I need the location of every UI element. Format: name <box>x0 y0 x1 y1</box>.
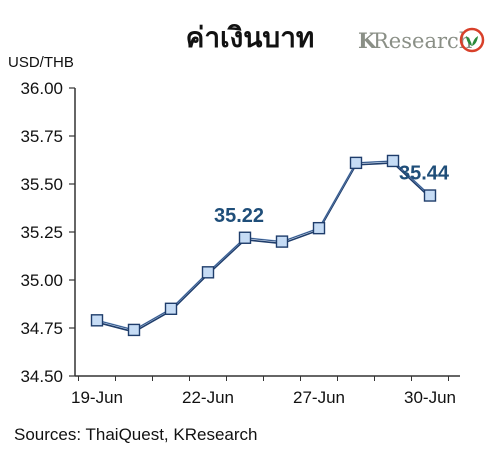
data-point <box>349 156 363 170</box>
data-point <box>423 189 437 202</box>
data-point <box>164 302 178 315</box>
data-point <box>90 314 104 327</box>
x-tick-label: 22-Jun <box>182 388 234 407</box>
data-point <box>238 231 252 244</box>
y-ticks: 34.50 34.75 35.00 35.25 35.50 35.75 36.00 <box>20 79 75 386</box>
y-tick-label: 35.75 <box>20 127 63 146</box>
series-usd-thb <box>90 154 437 337</box>
x-tick-label: 19-Jun <box>71 388 123 407</box>
kresearch-logo: K Research <box>358 27 485 53</box>
y-axis-label: USD/THB <box>8 54 74 71</box>
x-tick-label: 30-Jun <box>404 388 456 407</box>
y-tick-label: 34.50 <box>20 367 63 386</box>
data-point <box>275 235 289 248</box>
data-label: 35.44 <box>399 163 450 185</box>
x-ticks: 19-Jun 22-Jun 27-Jun 30-Jun <box>71 376 456 407</box>
data-label: 35.22 <box>214 205 264 227</box>
series-line <box>96 160 431 331</box>
brand-research: Research <box>373 29 472 53</box>
brand-k: K <box>358 28 377 53</box>
y-tick-label: 35.50 <box>20 175 63 194</box>
source-note: Sources: ThaiQuest, KResearch <box>14 425 257 444</box>
data-point <box>127 323 141 337</box>
y-tick-label: 36.00 <box>20 79 63 98</box>
kasikorn-leaf-icon <box>459 27 485 53</box>
data-point <box>312 221 326 235</box>
series-line-highlight <box>96 160 431 331</box>
data-point <box>386 154 400 168</box>
y-tick-label: 34.75 <box>20 319 63 338</box>
x-tick-label: 27-Jun <box>293 388 345 407</box>
y-tick-label: 35.25 <box>20 223 63 242</box>
data-point <box>201 266 215 279</box>
data-labels: 35.22 35.44 <box>214 163 450 227</box>
chart-title: ค่าเงินบาท <box>186 21 315 54</box>
series-line-shadow <box>96 162 431 333</box>
y-tick-label: 35.00 <box>20 271 63 290</box>
